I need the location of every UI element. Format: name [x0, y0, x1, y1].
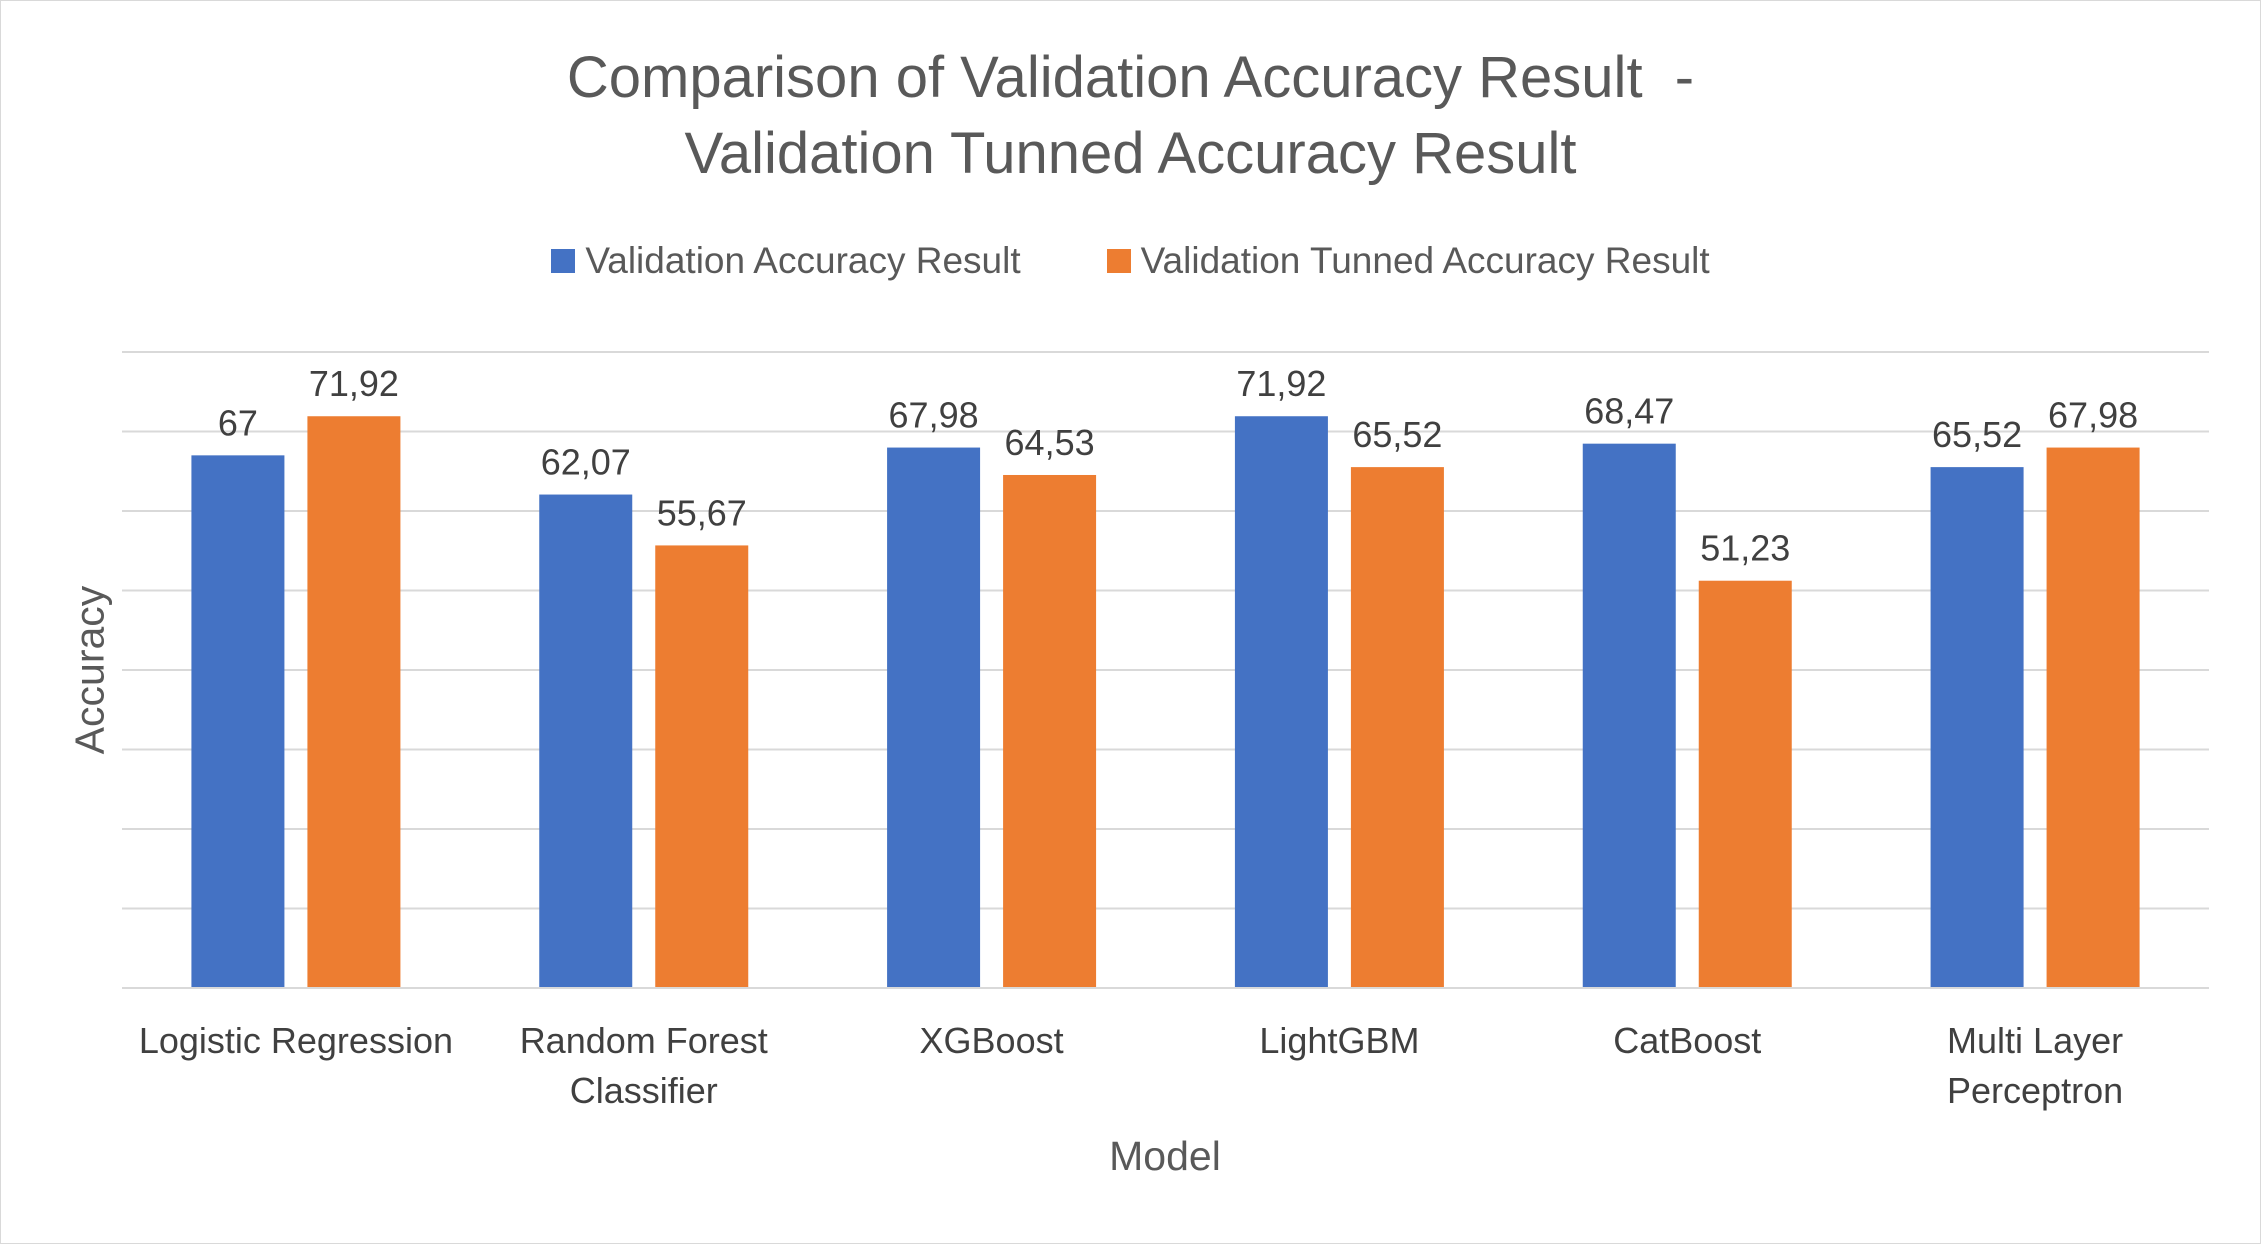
data-label: 67,98	[2048, 395, 2138, 436]
legend-entry-validation-accuracy: Validation Accuracy Result	[551, 240, 1021, 282]
legend-swatch-validation-tunned-accuracy	[1106, 249, 1131, 273]
legend-entry-validation-tunned-accuracy: Validation Tunned Accuracy Result	[1106, 240, 1710, 282]
data-label: 67	[218, 402, 258, 443]
x-tick-label: Logistic Regression	[139, 1020, 453, 1061]
legend-label-validation-tunned-accuracy: Validation Tunned Accuracy Result	[1140, 240, 1710, 281]
x-tick-label: Multi Layer	[1947, 1020, 2123, 1061]
data-label: 65,52	[1352, 414, 1442, 455]
data-label: 71,92	[1236, 363, 1326, 404]
data-label: 51,23	[1700, 528, 1790, 569]
x-tick-label: Random Forest	[520, 1020, 768, 1061]
data-label: 55,67	[657, 492, 747, 533]
bar-validation-tunned-accuracy	[1003, 474, 1097, 988]
x-tick-label: Perceptron	[1947, 1070, 2123, 1111]
bar-validation-tunned-accuracy	[655, 545, 749, 988]
bar-validation-accuracy	[1930, 467, 2024, 989]
data-label: 64,53	[1005, 422, 1095, 463]
data-label: 62,07	[541, 442, 631, 483]
x-tick-label: Classifier	[570, 1070, 718, 1111]
bar-validation-accuracy	[539, 494, 633, 988]
chart-legend: Validation Accuracy Result Validation Tu…	[0, 240, 2261, 282]
x-axis-title: Model	[1109, 1133, 1221, 1179]
bar-validation-tunned-accuracy	[1698, 580, 1792, 988]
legend-swatch-validation-accuracy	[551, 249, 576, 273]
bar-validation-accuracy	[887, 447, 981, 989]
x-tick-label: LightGBM	[1259, 1020, 1419, 1061]
data-label: 71,92	[309, 363, 399, 404]
x-tick-label: XGBoost	[920, 1020, 1064, 1061]
chart-title-line-2: Validation Tunned Accuracy Result	[684, 121, 1577, 186]
bar-validation-accuracy	[191, 455, 285, 989]
bar-validation-tunned-accuracy	[307, 416, 401, 989]
bar-validation-tunned-accuracy	[2046, 447, 2140, 989]
bar-validation-accuracy	[1582, 443, 1676, 988]
legend-label-validation-accuracy: Validation Accuracy Result	[585, 240, 1021, 281]
x-tick-label: CatBoost	[1613, 1020, 1761, 1061]
data-label: 68,47	[1584, 391, 1674, 432]
bar-validation-accuracy	[1234, 416, 1328, 989]
bar-validation-tunned-accuracy	[1350, 467, 1444, 989]
data-label: 67,98	[889, 395, 979, 436]
chart-title-line-1: Comparison of Validation Accuracy Result…	[566, 45, 1695, 110]
data-label: 65,52	[1932, 414, 2022, 455]
